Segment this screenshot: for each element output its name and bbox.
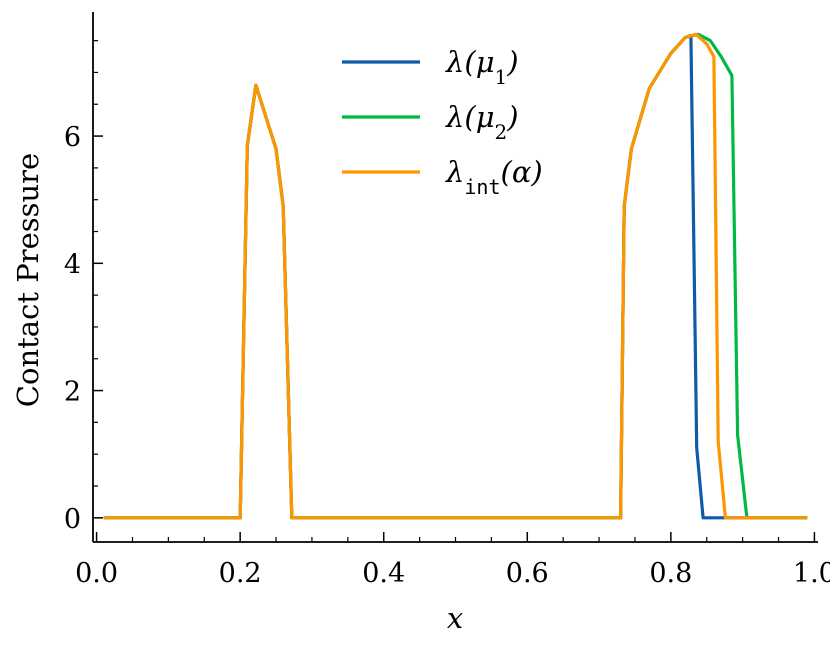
- plot-area: [103, 32, 808, 520]
- x-tick-label: 0.0: [75, 558, 118, 589]
- legend-label-1: λ(μ1): [445, 45, 519, 89]
- y-tick-label: 6: [64, 122, 81, 153]
- x-axis-label: x: [447, 601, 463, 635]
- legend: λ(μ1) λ(μ2) λint(α): [342, 45, 543, 199]
- legend-label-3: λint(α): [445, 155, 543, 199]
- y-tick-label: 0: [64, 504, 81, 535]
- x-tick-label: 0.2: [219, 558, 262, 589]
- y-tick-label: 2: [64, 377, 81, 408]
- x-tick-label: 0.8: [649, 558, 692, 589]
- x-tick-label: 0.6: [506, 558, 549, 589]
- legend-label-2: λ(μ2): [445, 100, 519, 144]
- axes: 0.0 0.2 0.4 0.6 0.8 1.0 0 2 4 6: [64, 12, 830, 589]
- x-tick-label: 1.0: [793, 558, 830, 589]
- x-tick-label: 0.4: [362, 558, 405, 589]
- series-line-3: [103, 32, 808, 520]
- y-tick-label: 4: [64, 249, 81, 280]
- y-axis-label: Contact Pressure: [11, 153, 45, 407]
